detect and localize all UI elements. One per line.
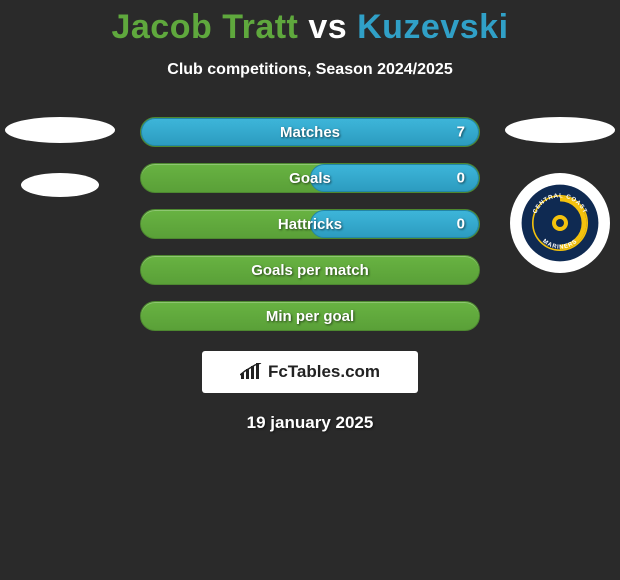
- stat-fill: [310, 164, 479, 192]
- player1-flag-placeholder: [21, 173, 99, 197]
- player1-name: Jacob Tratt: [111, 8, 298, 46]
- stat-right-value: 0: [457, 216, 465, 233]
- vs-label: vs: [308, 8, 347, 46]
- player2-name: Kuzevski: [357, 8, 508, 46]
- player2-club-badge: CENTRAL COAST MARINERS: [510, 173, 610, 273]
- bar-chart-icon: [240, 363, 262, 381]
- stat-row-goals-per-match: Goals per match: [140, 255, 480, 285]
- comparison-title: Jacob Tratt vs Kuzevski: [111, 8, 508, 47]
- infographic-container: Jacob Tratt vs Kuzevski Club competition…: [0, 0, 620, 433]
- stat-label: Hattricks: [278, 216, 342, 233]
- right-side-column: CENTRAL COAST MARINERS: [500, 117, 620, 273]
- left-side-column: [0, 117, 120, 197]
- club-crest-icon: CENTRAL COAST MARINERS: [520, 183, 600, 263]
- brand-badge: FcTables.com: [202, 351, 418, 393]
- stat-label: Matches: [280, 124, 340, 141]
- stat-right-value: 7: [457, 124, 465, 141]
- subtitle: Club competitions, Season 2024/2025: [167, 61, 452, 79]
- stats-bars: Matches 7 Goals 0 Hattricks 0 Goals per …: [140, 117, 480, 331]
- mid-section: Matches 7 Goals 0 Hattricks 0 Goals per …: [0, 117, 620, 331]
- stat-row-matches: Matches 7: [140, 117, 480, 147]
- stat-row-goals: Goals 0: [140, 163, 480, 193]
- stat-row-hattricks: Hattricks 0: [140, 209, 480, 239]
- footer-date: 19 january 2025: [247, 413, 374, 433]
- stat-label: Goals per match: [251, 262, 369, 279]
- brand-text: FcTables.com: [268, 362, 380, 382]
- stat-label: Goals: [289, 170, 331, 187]
- stat-right-value: 0: [457, 170, 465, 187]
- player2-photo-placeholder: [505, 117, 615, 143]
- stat-row-min-per-goal: Min per goal: [140, 301, 480, 331]
- stat-label: Min per goal: [266, 308, 354, 325]
- player1-photo-placeholder: [5, 117, 115, 143]
